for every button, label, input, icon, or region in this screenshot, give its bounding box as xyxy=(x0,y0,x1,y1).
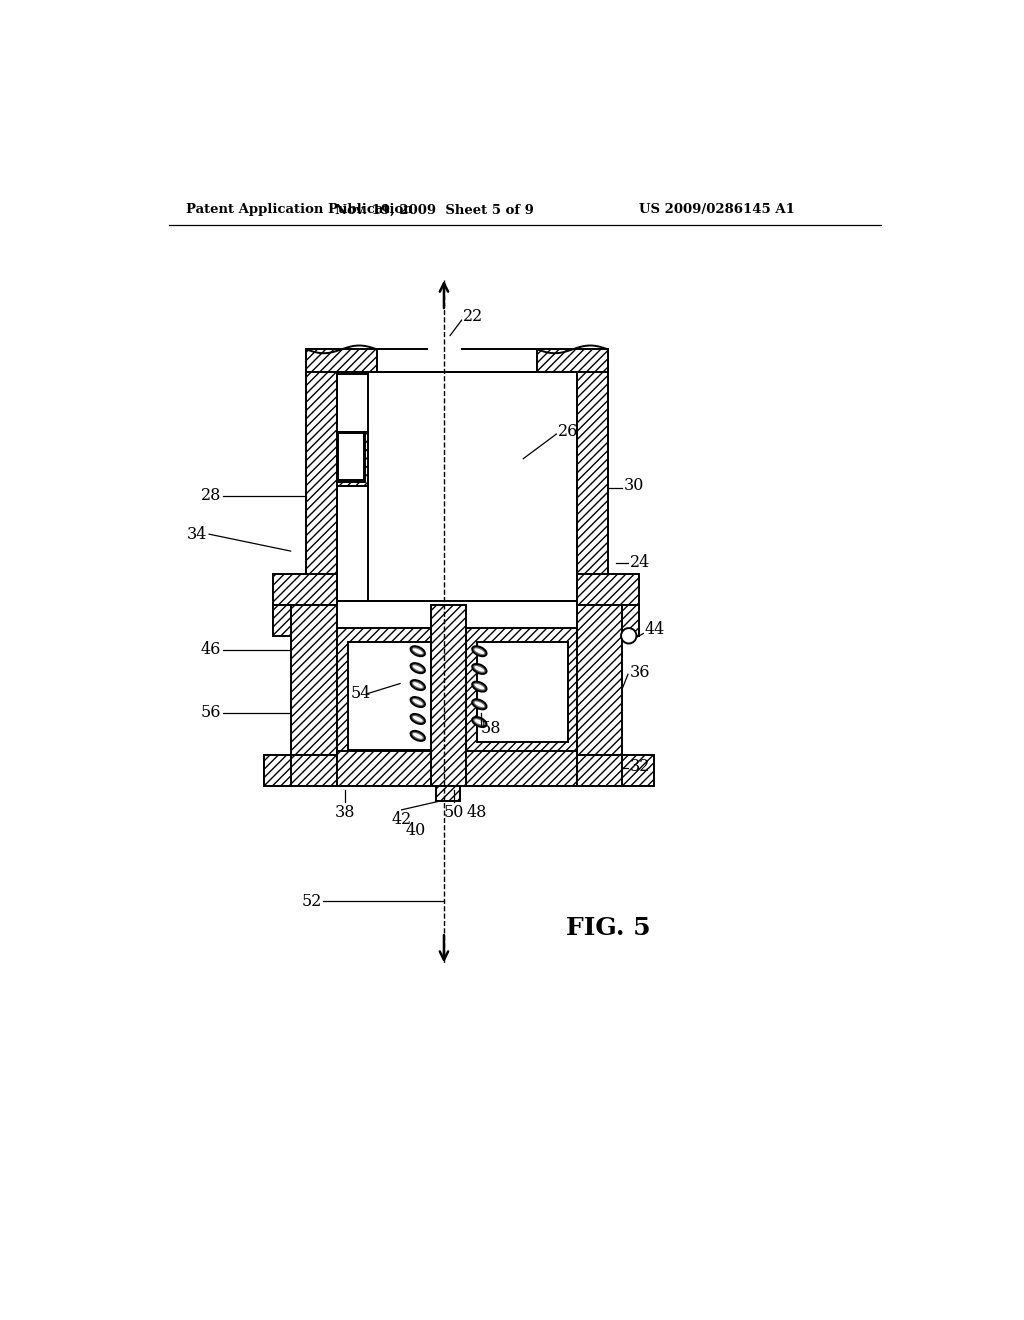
Bar xyxy=(348,642,431,750)
Text: 52: 52 xyxy=(301,892,322,909)
Polygon shape xyxy=(466,751,578,785)
Text: 58: 58 xyxy=(481,719,502,737)
Text: Patent Application Publication: Patent Application Publication xyxy=(186,203,413,216)
Text: 48: 48 xyxy=(467,804,487,821)
Ellipse shape xyxy=(472,700,486,709)
Polygon shape xyxy=(273,574,337,605)
Ellipse shape xyxy=(472,664,486,675)
Bar xyxy=(337,372,578,601)
Ellipse shape xyxy=(413,733,423,739)
Bar xyxy=(337,372,578,601)
Text: Nov. 19, 2009  Sheet 5 of 9: Nov. 19, 2009 Sheet 5 of 9 xyxy=(335,203,535,216)
Ellipse shape xyxy=(411,697,425,708)
Text: 56: 56 xyxy=(201,705,221,721)
Polygon shape xyxy=(578,574,639,605)
Polygon shape xyxy=(337,751,431,785)
Ellipse shape xyxy=(413,648,423,655)
Ellipse shape xyxy=(472,647,486,656)
Text: 44: 44 xyxy=(645,622,666,638)
Polygon shape xyxy=(306,350,337,601)
Polygon shape xyxy=(608,605,639,636)
Bar xyxy=(337,486,368,601)
Polygon shape xyxy=(337,628,431,755)
Circle shape xyxy=(621,628,637,644)
Polygon shape xyxy=(578,605,622,755)
Polygon shape xyxy=(578,350,608,601)
Text: 34: 34 xyxy=(187,525,208,543)
Polygon shape xyxy=(264,755,652,785)
Ellipse shape xyxy=(474,701,484,708)
Text: 42: 42 xyxy=(391,812,412,829)
Text: 24: 24 xyxy=(630,554,650,572)
Ellipse shape xyxy=(413,715,423,722)
Ellipse shape xyxy=(474,684,484,689)
Polygon shape xyxy=(337,432,366,482)
Polygon shape xyxy=(291,605,337,755)
Text: 32: 32 xyxy=(630,758,650,775)
Ellipse shape xyxy=(474,719,484,725)
Ellipse shape xyxy=(411,731,425,741)
Text: 26: 26 xyxy=(558,424,579,441)
Text: 54: 54 xyxy=(351,685,371,702)
Ellipse shape xyxy=(472,681,486,692)
Polygon shape xyxy=(466,628,578,755)
Text: 46: 46 xyxy=(201,642,221,659)
Ellipse shape xyxy=(413,700,423,705)
Text: FIG. 5: FIG. 5 xyxy=(565,916,650,940)
Polygon shape xyxy=(431,605,466,785)
Polygon shape xyxy=(264,755,291,785)
Text: 28: 28 xyxy=(201,487,221,504)
Ellipse shape xyxy=(411,663,425,673)
Polygon shape xyxy=(622,755,654,785)
Ellipse shape xyxy=(474,648,484,655)
Polygon shape xyxy=(538,350,608,372)
Polygon shape xyxy=(436,785,460,801)
Bar xyxy=(337,374,368,432)
Bar xyxy=(477,642,568,742)
Ellipse shape xyxy=(413,665,423,671)
Text: 50: 50 xyxy=(443,804,464,821)
Text: 22: 22 xyxy=(463,308,483,325)
Bar xyxy=(339,433,364,480)
Text: 30: 30 xyxy=(624,477,644,494)
Ellipse shape xyxy=(411,714,425,723)
Ellipse shape xyxy=(411,680,425,690)
Ellipse shape xyxy=(413,682,423,688)
Text: 38: 38 xyxy=(335,804,355,821)
Ellipse shape xyxy=(474,667,484,672)
Text: 36: 36 xyxy=(630,664,650,681)
Polygon shape xyxy=(337,432,368,486)
Ellipse shape xyxy=(472,717,486,727)
Polygon shape xyxy=(306,350,377,372)
Ellipse shape xyxy=(411,647,425,656)
Text: 40: 40 xyxy=(406,822,426,840)
Polygon shape xyxy=(273,605,306,636)
Text: US 2009/0286145 A1: US 2009/0286145 A1 xyxy=(639,203,795,216)
